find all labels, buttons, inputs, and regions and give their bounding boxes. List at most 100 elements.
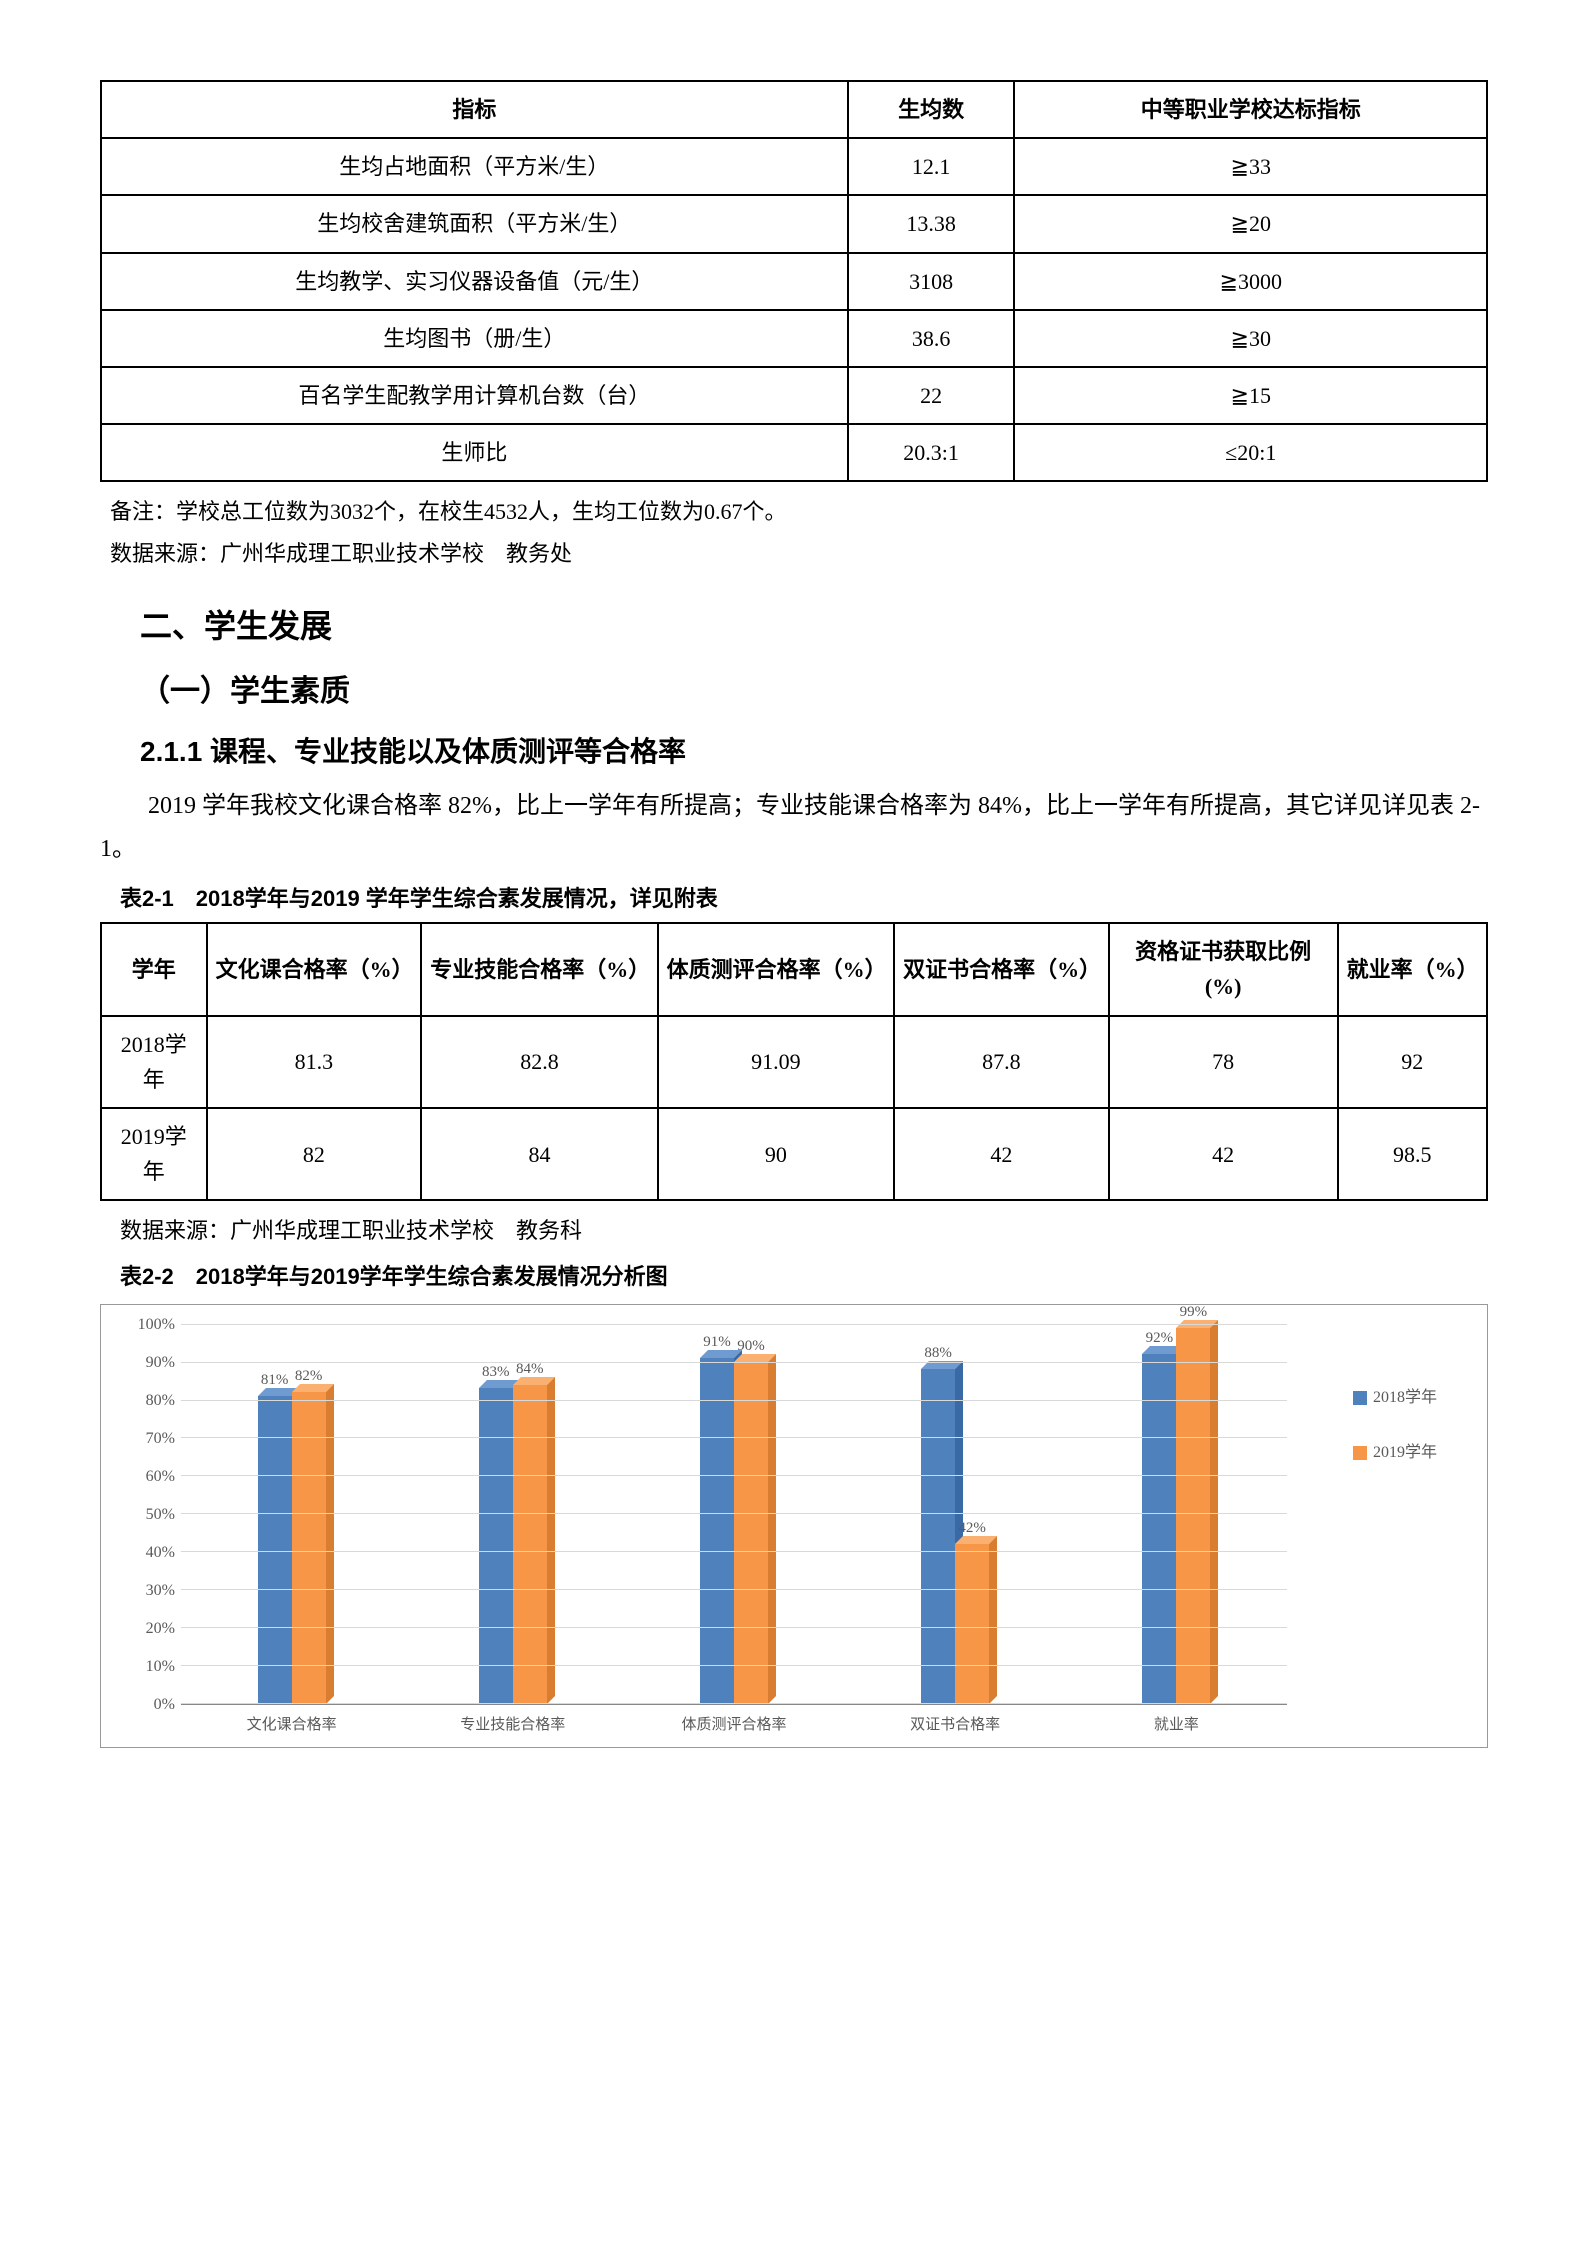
bar-group: 88%42% bbox=[895, 1369, 1015, 1703]
y-tick-label: 100% bbox=[138, 1312, 175, 1338]
table-header: 文化课合格率（%） bbox=[207, 923, 422, 1015]
chart-plot-area: 81%82% 83%84% 91%90% 88%42% 92%99% bbox=[181, 1325, 1287, 1705]
table-cell: 生师比 bbox=[101, 424, 848, 481]
development-table: 学年文化课合格率（%）专业技能合格率（%）体质测评合格率（%）双证书合格率（%）… bbox=[100, 922, 1488, 1201]
table-cell: 2018学年 bbox=[101, 1016, 207, 1108]
table-cell: 84 bbox=[421, 1108, 657, 1200]
bar: 88% bbox=[921, 1369, 955, 1703]
y-tick-label: 60% bbox=[146, 1464, 175, 1490]
x-axis-label: 双证书合格率 bbox=[895, 1713, 1015, 1737]
bar-group: 92%99% bbox=[1116, 1328, 1236, 1704]
table-cell: 13.38 bbox=[848, 195, 1015, 252]
bar: 84% bbox=[513, 1385, 547, 1704]
table-cell: 生均校舍建筑面积（平方米/生） bbox=[101, 195, 848, 252]
table-cell: ≧20 bbox=[1014, 195, 1487, 252]
y-tick-label: 80% bbox=[146, 1388, 175, 1414]
table-header: 学年 bbox=[101, 923, 207, 1015]
table-cell: 98.5 bbox=[1338, 1108, 1487, 1200]
table-cell: ≧30 bbox=[1014, 310, 1487, 367]
bar-value-label: 42% bbox=[958, 1516, 986, 1540]
chart-container: 0% 10% 20% 30% 40% 50% 60% 70% 80% 90% 100% 81%82%… bbox=[100, 1304, 1488, 1748]
bar: 99% bbox=[1176, 1328, 1210, 1704]
bar: 42% bbox=[955, 1544, 989, 1704]
bar-value-label: 83% bbox=[482, 1360, 510, 1384]
table1-source: 数据来源：广州华成理工职业技术学校 教务处 bbox=[110, 536, 1488, 571]
x-axis-label: 文化课合格率 bbox=[232, 1713, 352, 1737]
legend-2019: 2019学年 bbox=[1353, 1440, 1437, 1466]
th-indicator: 指标 bbox=[101, 81, 848, 138]
table-cell: 生均占地面积（平方米/生） bbox=[101, 138, 848, 195]
table-cell: 3108 bbox=[848, 253, 1015, 310]
table1-note: 备注：学校总工位数为3032个，在校生4532人，生均工位数为0.67个。 bbox=[110, 494, 1488, 529]
table-header: 就业率（%） bbox=[1338, 923, 1487, 1015]
bar-value-label: 91% bbox=[703, 1330, 731, 1354]
y-tick-label: 20% bbox=[146, 1616, 175, 1642]
table-cell: 82.8 bbox=[421, 1016, 657, 1108]
bar: 82% bbox=[292, 1392, 326, 1704]
table-cell: ≤20:1 bbox=[1014, 424, 1487, 481]
table-header: 体质测评合格率（%） bbox=[658, 923, 894, 1015]
table-cell: 42 bbox=[1109, 1108, 1338, 1200]
legend-2019-label: 2019学年 bbox=[1373, 1440, 1437, 1466]
bar: 92% bbox=[1142, 1354, 1176, 1704]
legend-2018: 2018学年 bbox=[1353, 1385, 1437, 1411]
body-paragraph: 2019 学年我校文化课合格率 82%，比上一学年有所提高；专业技能课合格率为 … bbox=[100, 785, 1488, 871]
table-cell: 12.1 bbox=[848, 138, 1015, 195]
subsubsection-heading: 2.1.1 课程、专业技能以及体质测评等合格率 bbox=[140, 730, 1488, 775]
x-axis-label: 专业技能合格率 bbox=[453, 1713, 573, 1737]
table-cell: 87.8 bbox=[894, 1016, 1109, 1108]
chart-x-labels: 文化课合格率 专业技能合格率 体质测评合格率 双证书合格率 就业率 bbox=[181, 1713, 1287, 1737]
table-cell: 82 bbox=[207, 1108, 422, 1200]
bar-group: 81%82% bbox=[232, 1392, 352, 1704]
legend-2018-label: 2018学年 bbox=[1373, 1385, 1437, 1411]
bar-value-label: 84% bbox=[516, 1357, 544, 1381]
table-cell: 生均教学、实习仪器设备值（元/生） bbox=[101, 253, 848, 310]
table-cell: ≧15 bbox=[1014, 367, 1487, 424]
table-cell: ≧33 bbox=[1014, 138, 1487, 195]
bar-value-label: 81% bbox=[261, 1368, 289, 1392]
bar-value-label: 99% bbox=[1180, 1300, 1208, 1324]
section-heading: 二、学生发展 bbox=[140, 601, 1488, 652]
chart-legend: 2018学年 2019学年 bbox=[1353, 1385, 1437, 1496]
table-cell: 92 bbox=[1338, 1016, 1487, 1108]
table-cell: 20.3:1 bbox=[848, 424, 1015, 481]
bar-value-label: 92% bbox=[1146, 1326, 1174, 1350]
x-axis-label: 体质测评合格率 bbox=[674, 1713, 794, 1737]
table-cell: 22 bbox=[848, 367, 1015, 424]
y-tick-label: 50% bbox=[146, 1502, 175, 1528]
x-axis-label: 就业率 bbox=[1116, 1713, 1236, 1737]
subsection-heading: （一）学生素质 bbox=[140, 668, 1488, 716]
bar-group: 91%90% bbox=[674, 1358, 794, 1704]
table-header: 专业技能合格率（%） bbox=[421, 923, 657, 1015]
table-cell: 90 bbox=[658, 1108, 894, 1200]
table-cell: 42 bbox=[894, 1108, 1109, 1200]
bar: 91% bbox=[700, 1358, 734, 1704]
bar-value-label: 90% bbox=[737, 1334, 765, 1358]
table2-caption: 表2-1 2018学年与2019 学年学生综合素发展情况，详见附表 bbox=[120, 881, 1488, 916]
y-tick-label: 10% bbox=[146, 1654, 175, 1680]
indicators-table: 指标 生均数 中等职业学校达标指标 生均占地面积（平方米/生）12.1≧33 生均… bbox=[100, 80, 1488, 482]
table-cell: 2019学年 bbox=[101, 1108, 207, 1200]
th-avg: 生均数 bbox=[848, 81, 1015, 138]
table-cell: 78 bbox=[1109, 1016, 1338, 1108]
bar: 90% bbox=[734, 1362, 768, 1704]
y-tick-label: 40% bbox=[146, 1540, 175, 1566]
y-tick-label: 90% bbox=[146, 1350, 175, 1376]
table-cell: 百名学生配教学用计算机台数（台） bbox=[101, 367, 848, 424]
y-tick-label: 70% bbox=[146, 1426, 175, 1452]
bar: 83% bbox=[479, 1388, 513, 1703]
bar-value-label: 82% bbox=[295, 1364, 323, 1388]
table-cell: 生均图书（册/生） bbox=[101, 310, 848, 367]
bar: 81% bbox=[258, 1396, 292, 1704]
y-tick-label: 30% bbox=[146, 1578, 175, 1604]
table-cell: ≧3000 bbox=[1014, 253, 1487, 310]
chart-caption: 表2-2 2018学年与2019学年学生综合素发展情况分析图 bbox=[120, 1259, 1488, 1294]
table2-source: 数据来源：广州华成理工职业技术学校 教务科 bbox=[120, 1213, 1488, 1248]
table-cell: 38.6 bbox=[848, 310, 1015, 367]
chart-y-axis: 0%10%20%30%40%50%60%70%80%90%100% bbox=[121, 1325, 181, 1705]
table-cell: 91.09 bbox=[658, 1016, 894, 1108]
y-tick-label: 0% bbox=[154, 1692, 175, 1718]
table-header: 双证书合格率（%） bbox=[894, 923, 1109, 1015]
th-standard: 中等职业学校达标指标 bbox=[1014, 81, 1487, 138]
table-header: 资格证书获取比例(%) bbox=[1109, 923, 1338, 1015]
